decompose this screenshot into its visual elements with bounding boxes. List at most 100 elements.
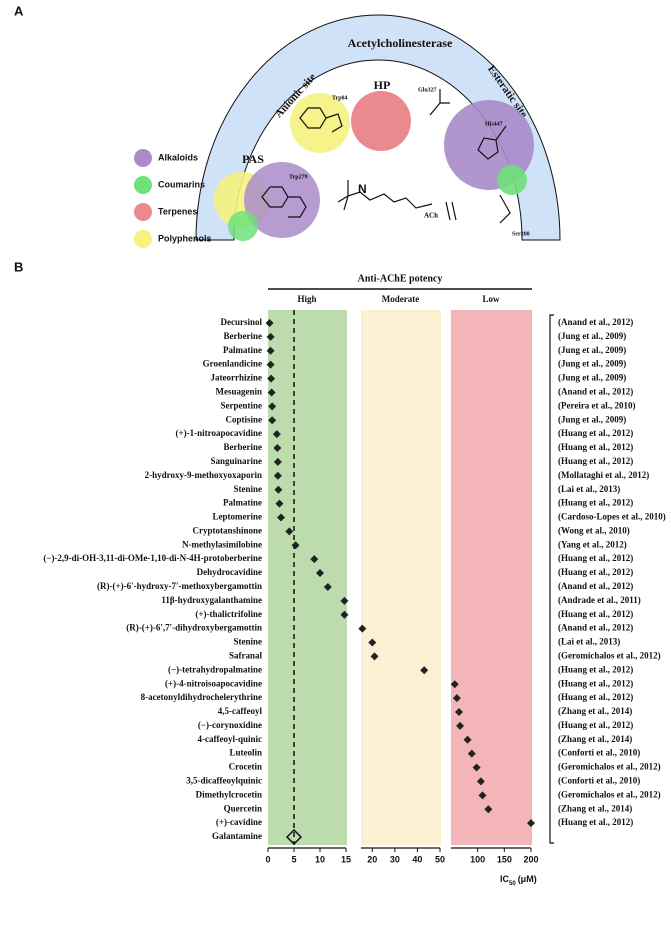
data-point <box>472 763 481 772</box>
x-axis-label-part: (μM) <box>518 874 537 884</box>
data-point <box>463 735 472 744</box>
category-label: 3,5-dicaffeoylquinic <box>186 775 262 785</box>
x-tick-label: 100 <box>470 854 485 864</box>
data-point <box>275 499 284 508</box>
x-tick-label: 10 <box>315 854 325 864</box>
citation: (Zhang et al., 2014) <box>558 803 632 813</box>
category-label: Serpentine <box>221 400 263 410</box>
data-point <box>420 666 429 675</box>
category-label: Decursinol <box>221 317 263 327</box>
data-point <box>450 680 459 689</box>
category-label: (−)-2,9-di-OH-3,11-di-OMe-1,10-di-N-4H-p… <box>43 553 262 563</box>
citation: (Huang et al., 2012) <box>558 609 633 619</box>
citation-bracket <box>549 314 554 844</box>
data-point <box>274 485 283 494</box>
citation: (Jung et al., 2009) <box>558 331 626 341</box>
citation: (Huang et al., 2012) <box>558 720 633 730</box>
category-label: Groenlandicine <box>203 359 262 369</box>
category-label: Leptomerine <box>213 512 263 522</box>
reference-point <box>285 828 303 846</box>
potency-band <box>361 310 441 845</box>
citation: (Huang et al., 2012) <box>558 817 633 827</box>
citation: (Andrade et al., 2011) <box>558 595 641 605</box>
category-label: (R)-(+)-6′-hydroxy-7′-methoxybergamottin <box>97 581 262 591</box>
category-label: Palmatine <box>223 345 262 355</box>
data-point <box>452 694 461 703</box>
data-point <box>265 319 274 327</box>
site-circle <box>290 93 350 153</box>
category-label: Stenine <box>233 637 262 647</box>
enzyme-shape <box>195 14 561 241</box>
site-circle <box>351 91 411 151</box>
citation: (Jung et al., 2009) <box>558 414 626 424</box>
data-point <box>478 791 487 800</box>
site-label: HP <box>374 78 391 92</box>
data-point <box>484 805 493 814</box>
residue-label: Trp279 <box>289 174 308 180</box>
citation: (Anand et al., 2012) <box>558 623 633 633</box>
ion-symbol: N <box>358 182 367 196</box>
category-label: (−)-tetrahydropalmatine <box>168 664 262 674</box>
data-point <box>268 402 277 411</box>
data-point <box>316 569 324 578</box>
category-label: 8-acetonyldihydrochelerythrine <box>141 692 262 702</box>
citation: (Anand et al., 2012) <box>558 387 633 397</box>
category-label: Safranal <box>229 650 263 660</box>
category-label: Sanguinarine <box>210 456 262 466</box>
x-tick-label: 0 <box>265 854 270 864</box>
data-point <box>285 527 294 536</box>
data-point <box>310 555 319 564</box>
data-point <box>358 624 367 633</box>
category-label: (+)-1-nitroapocavidine <box>176 428 262 438</box>
band-label: Moderate <box>382 294 419 304</box>
panel-letter: B <box>14 259 23 274</box>
chart: B Anti-AChE potency High 0 5 10 15 Moderate 20 30… <box>14 259 666 886</box>
category-label: 4,5-caffeoyl <box>218 706 263 716</box>
potency-band <box>451 310 532 845</box>
legend-swatch <box>134 203 152 221</box>
category-label: Palmatine <box>223 498 262 508</box>
category-label: 4-caffeoyl-quinic <box>198 734 263 744</box>
citation: (Huang et al., 2012) <box>558 678 633 688</box>
citation: (Huang et al., 2012) <box>558 664 633 674</box>
data-point <box>340 596 349 605</box>
category-label: Crocetin <box>229 762 262 772</box>
legend-label: Polyphenols <box>158 233 212 243</box>
citation: (Zhang et al., 2014) <box>558 706 632 716</box>
data-point <box>266 332 275 341</box>
data-point <box>273 444 282 453</box>
category-label: 2-hydroxy-9-methoxyoxaporin <box>145 470 262 480</box>
citation: (Yang et al., 2012) <box>558 539 627 549</box>
citation: (Lai et al., 2013) <box>558 637 620 647</box>
site-circle <box>244 162 320 238</box>
x-tick-label: 150 <box>497 854 512 864</box>
band-label: Low <box>482 294 500 304</box>
category-label: (R)-(+)-6′,7′-dihydroxybergamottin <box>126 623 262 633</box>
category-label: Quercetin <box>224 803 262 813</box>
x-axis-label: IC50 (μM) <box>500 874 537 886</box>
category-label: Luteolin <box>229 748 262 758</box>
citation: (Mollataghi et al., 2012) <box>558 470 649 480</box>
x-tick-label: 15 <box>341 854 351 864</box>
legend-label: Alkaloids <box>158 152 198 162</box>
legend-label: Coumarins <box>158 179 205 189</box>
site-circle <box>497 165 527 195</box>
citation: (Geromichalos et al., 2012) <box>558 762 661 772</box>
citation: (Conforti et al., 2010) <box>558 748 640 758</box>
citation: (Huang et al., 2012) <box>558 456 633 466</box>
residue-label: Trp84 <box>332 95 348 101</box>
data-point <box>340 610 349 619</box>
category-label: Berberine <box>224 331 263 341</box>
legend-swatch <box>134 176 152 194</box>
data-point <box>476 777 485 786</box>
citation: (Jung et al., 2009) <box>558 373 626 383</box>
category-label: (+)-thalictrifoline <box>195 609 262 619</box>
data-point <box>368 638 377 647</box>
ligand-label: ACh <box>424 212 438 220</box>
data-point <box>268 416 277 425</box>
x-tick-label: 50 <box>435 854 445 864</box>
x-axis-label-part: 50 <box>509 881 516 887</box>
data-point <box>266 360 275 369</box>
site-circle <box>228 211 258 241</box>
data-point <box>273 457 282 466</box>
